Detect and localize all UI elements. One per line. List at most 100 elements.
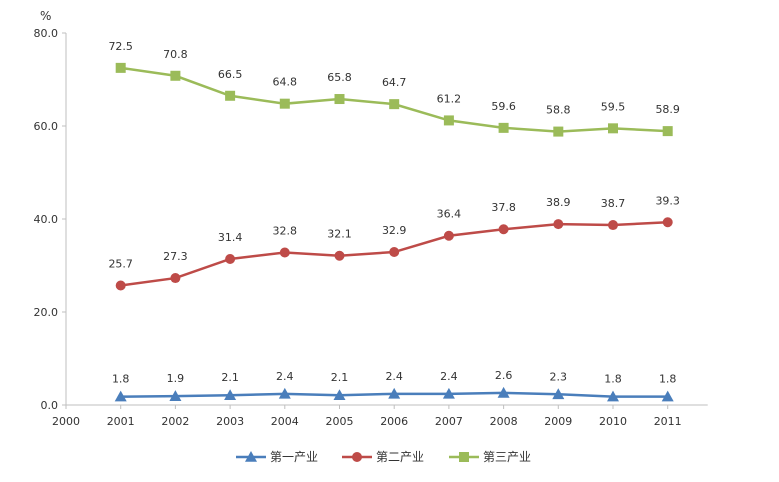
data-point-tertiary bbox=[170, 70, 181, 81]
data-label-primary: 1.8 bbox=[659, 373, 677, 386]
y-axis-ticks: 0.0 20.0 40.0 60.0 80.0 bbox=[34, 27, 66, 412]
data-label-secondary: 32.9 bbox=[382, 224, 407, 237]
data-point-primary bbox=[442, 387, 455, 399]
data-point-tertiary bbox=[553, 126, 564, 137]
data-label-secondary: 37.8 bbox=[491, 201, 516, 214]
x-tick-label: 2005 bbox=[326, 415, 354, 428]
data-label-secondary: 32.8 bbox=[273, 224, 298, 237]
data-label-tertiary: 59.5 bbox=[601, 100, 626, 113]
data-label-secondary: 27.3 bbox=[163, 250, 188, 263]
legend-label: 第三产业 bbox=[483, 450, 531, 464]
legend-marker bbox=[459, 452, 469, 462]
data-label-secondary: 25.7 bbox=[108, 257, 133, 270]
data-point-tertiary bbox=[279, 98, 290, 109]
data-label-primary: 2.1 bbox=[221, 371, 239, 384]
data-label-secondary: 39.3 bbox=[655, 194, 680, 207]
data-label-tertiary: 58.9 bbox=[655, 103, 680, 116]
y-tick-label: 60.0 bbox=[34, 120, 59, 133]
series-group: 1.8 1.9 2.1 2.4 2.1 2.4 2.4 2.6 2.3 1.8 1.8 25.7 27.… bbox=[108, 40, 680, 402]
data-point-tertiary bbox=[115, 62, 126, 73]
data-point-tertiary bbox=[389, 99, 400, 110]
data-label-primary: 1.8 bbox=[604, 373, 622, 386]
x-tick-label: 2001 bbox=[107, 415, 135, 428]
data-label-tertiary: 70.8 bbox=[163, 48, 188, 61]
legend-marker bbox=[352, 452, 362, 462]
data-point-primary bbox=[388, 387, 401, 399]
data-point-tertiary bbox=[225, 90, 236, 101]
data-label-tertiary: 61.2 bbox=[437, 92, 462, 105]
x-tick-label: 2000 bbox=[52, 415, 80, 428]
data-point-tertiary bbox=[443, 115, 454, 126]
data-point-secondary bbox=[553, 219, 564, 230]
x-tick-label: 2003 bbox=[216, 415, 244, 428]
data-label-primary: 2.3 bbox=[550, 370, 568, 383]
data-point-primary bbox=[661, 390, 674, 402]
series-tertiary: 72.5 70.8 66.5 64.8 65.8 64.7 61.2 59.6 58.8 59.5… bbox=[108, 40, 680, 137]
data-label-primary: 2.1 bbox=[331, 371, 349, 384]
data-label-primary: 1.8 bbox=[112, 373, 130, 386]
data-point-primary bbox=[169, 390, 182, 401]
y-tick-label: 20.0 bbox=[34, 306, 59, 319]
y-axis-unit-label: % bbox=[40, 9, 51, 23]
legend-item-primary: 第一产业 bbox=[236, 450, 318, 464]
x-tick-label: 2008 bbox=[490, 415, 518, 428]
data-label-tertiary: 66.5 bbox=[218, 68, 243, 81]
data-point-secondary bbox=[170, 273, 181, 284]
data-label-secondary: 38.7 bbox=[601, 197, 626, 210]
legend-item-secondary: 第二产业 bbox=[342, 450, 424, 464]
data-point-primary bbox=[552, 388, 565, 400]
data-label-secondary: 32.1 bbox=[327, 228, 352, 241]
legend-label: 第二产业 bbox=[376, 450, 424, 464]
data-label-tertiary: 58.8 bbox=[546, 104, 571, 117]
x-tick-label: 2002 bbox=[161, 415, 189, 428]
data-point-primary bbox=[278, 387, 291, 399]
data-point-primary bbox=[114, 390, 127, 402]
data-point-secondary bbox=[225, 253, 236, 264]
y-tick-label: 80.0 bbox=[34, 27, 59, 40]
x-tick-label: 2007 bbox=[435, 415, 463, 428]
data-point-secondary bbox=[279, 247, 290, 258]
legend-marker bbox=[245, 451, 257, 462]
data-label-secondary: 36.4 bbox=[437, 208, 462, 221]
x-tick-label: 2010 bbox=[599, 415, 627, 428]
x-tick-label: 2011 bbox=[654, 415, 682, 428]
y-tick-label: 40.0 bbox=[34, 213, 59, 226]
legend-item-tertiary: 第三产业 bbox=[449, 450, 531, 464]
legend: 第一产业 第二产业 第三产业 bbox=[236, 450, 531, 464]
data-label-secondary: 31.4 bbox=[218, 231, 243, 244]
x-axis-ticks: 2000 2001 2002 2003 2004 2005 2006 2007 2008 2009… bbox=[52, 405, 682, 428]
data-point-secondary bbox=[443, 230, 454, 241]
data-point-secondary bbox=[115, 280, 126, 291]
data-label-tertiary: 72.5 bbox=[108, 40, 133, 53]
data-point-tertiary bbox=[334, 94, 345, 105]
y-tick-label: 0.0 bbox=[41, 399, 59, 412]
data-point-secondary bbox=[334, 250, 345, 261]
data-label-tertiary: 64.7 bbox=[382, 76, 407, 89]
data-point-primary bbox=[333, 389, 346, 401]
data-point-tertiary bbox=[662, 126, 673, 137]
data-point-secondary bbox=[608, 220, 618, 231]
data-point-secondary bbox=[389, 247, 400, 258]
data-label-primary: 2.6 bbox=[495, 369, 513, 382]
x-tick-label: 2006 bbox=[380, 415, 408, 428]
data-point-secondary bbox=[498, 224, 509, 235]
data-label-primary: 2.4 bbox=[385, 370, 403, 383]
series-primary: 1.8 1.9 2.1 2.4 2.1 2.4 2.4 2.6 2.3 1.8 1.8 bbox=[112, 369, 677, 402]
data-point-tertiary bbox=[608, 123, 618, 134]
data-label-tertiary: 59.6 bbox=[491, 100, 516, 113]
data-label-primary: 2.4 bbox=[276, 370, 294, 383]
data-label-primary: 1.9 bbox=[167, 372, 185, 385]
data-point-primary bbox=[224, 389, 237, 401]
x-tick-label: 2009 bbox=[544, 415, 572, 428]
data-label-primary: 2.4 bbox=[440, 370, 458, 383]
data-label-tertiary: 65.8 bbox=[327, 71, 352, 84]
data-point-tertiary bbox=[498, 122, 509, 133]
x-tick-label: 2004 bbox=[271, 415, 299, 428]
legend-label: 第一产业 bbox=[270, 450, 318, 464]
data-point-primary bbox=[607, 390, 619, 402]
data-point-secondary bbox=[662, 217, 673, 228]
data-label-tertiary: 64.8 bbox=[273, 76, 298, 89]
series-secondary: 25.7 27.3 31.4 32.8 32.1 32.9 36.4 37.8 38.9 38.7… bbox=[108, 194, 680, 291]
